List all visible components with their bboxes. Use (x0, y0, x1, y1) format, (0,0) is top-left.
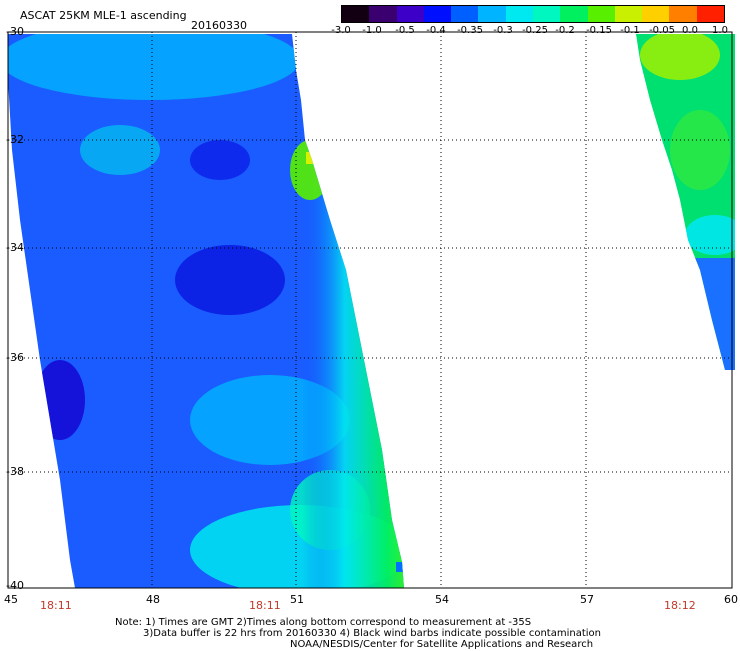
colorbar-segment (342, 6, 370, 22)
product-date: 20160330 (191, 19, 247, 32)
blue-cell (396, 562, 404, 572)
colorbar-segment (696, 6, 725, 22)
east-swath (636, 34, 735, 370)
colorbar-segment (451, 6, 479, 22)
colorbar-segment (669, 6, 698, 22)
colorbar-segment (396, 6, 425, 22)
lat-label: -30 (6, 25, 24, 38)
colorbar-segment (478, 6, 507, 22)
swath-edge-gradient (8, 34, 404, 588)
lat-label: -36 (6, 351, 24, 364)
colorbar-label: -0.05 (649, 25, 675, 36)
note-line-2: 3)Data buffer is 22 hrs from 20160330 4)… (143, 628, 601, 639)
colorbar-label: -0.1 (620, 25, 640, 36)
colorbar-label: -0.15 (586, 25, 612, 36)
lon-label: 54 (435, 593, 449, 606)
cyan-patch (685, 215, 735, 255)
note-line-1: Note: 1) Times are GMT 2)Times along bot… (115, 617, 532, 628)
lon-label: 57 (580, 593, 594, 606)
yellow-cell (306, 152, 314, 164)
colorbar-segment (505, 6, 534, 22)
colorbar (341, 5, 725, 23)
west-swath (8, 34, 404, 588)
colorbar-label: -0.4 (426, 25, 446, 36)
lat-label: -38 (6, 465, 24, 478)
lat-label: -34 (6, 241, 24, 254)
colorbar-label: -0.3 (493, 25, 513, 36)
green-patch (670, 110, 730, 190)
colorbar-label: 1.0 (712, 25, 728, 36)
colorbar-segment (587, 6, 616, 22)
time-label: 18:11 (249, 599, 281, 612)
lon-label: 60 (724, 593, 738, 606)
note-line-3: NOAA/NESDIS/Center for Satellite Applica… (290, 639, 594, 650)
colorbar-segment (369, 6, 398, 22)
colorbar-segment (614, 6, 643, 22)
colorbar-segment (533, 6, 561, 22)
lat-label: -40 (6, 579, 24, 592)
colorbar-label: -1.0 (362, 25, 382, 36)
lon-label: 51 (290, 593, 304, 606)
time-label: 18:12 (664, 599, 696, 612)
colorbar-label: -0.35 (457, 25, 483, 36)
lon-label: 48 (146, 593, 160, 606)
graticule (8, 32, 732, 588)
time-label: 18:11 (40, 599, 72, 612)
colorbar-label: -0.5 (395, 25, 415, 36)
colorbar-segment (423, 6, 452, 22)
plot-frame (7, 31, 733, 589)
yellow-green-patch (640, 34, 720, 80)
lat-label: -32 (6, 133, 24, 146)
colorbar-segment (560, 6, 589, 22)
colorbar-segment (642, 6, 670, 22)
lon-label: 45 (4, 593, 18, 606)
colorbar-label: -0.25 (522, 25, 548, 36)
product-title: ASCAT 25KM MLE-1 ascending (20, 9, 187, 22)
colorbar-label: -3.0 (331, 25, 351, 36)
colorbar-label: -0.2 (555, 25, 575, 36)
colorbar-label: 0.0 (682, 25, 698, 36)
